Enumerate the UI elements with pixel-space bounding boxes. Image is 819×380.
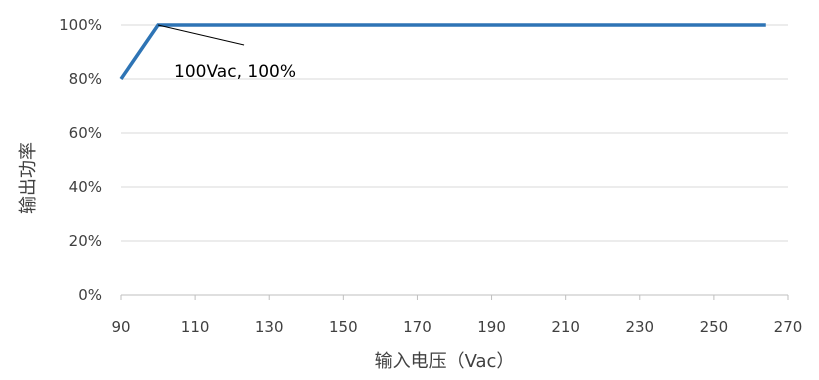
y-tick-label: 100% [59, 16, 102, 34]
annotation-label: 100Vac, 100% [174, 62, 296, 82]
y-tick-label: 40% [69, 178, 102, 196]
annotation-leader-line [157, 24, 245, 46]
x-axis-title: 输入电压（Vac） [375, 351, 515, 372]
x-tick-label: 170 [403, 318, 432, 336]
x-tick-label: 90 [111, 318, 130, 336]
x-tick-label: 270 [774, 318, 803, 336]
x-tick-label: 130 [255, 318, 284, 336]
gridlines [121, 24, 788, 242]
x-tick-label: 150 [329, 318, 358, 336]
x-tick-label: 110 [181, 318, 210, 336]
x-tick-label: 230 [625, 318, 654, 336]
y-tick-label: 20% [69, 232, 102, 250]
annotations: 100Vac, 100% [157, 24, 296, 82]
x-tick-labels: 90 110 130 150 170 190 210 230 250 270 [111, 295, 802, 336]
x-tick-label: 210 [551, 318, 580, 336]
y-tick-label: 60% [69, 124, 102, 142]
y-axis-title: 输出功率 [18, 142, 39, 214]
y-tick-labels: 0% 20% 40% 60% 80% 100% [59, 16, 102, 304]
x-tick-label: 190 [477, 318, 506, 336]
x-tick-label: 250 [700, 318, 729, 336]
y-tick-label: 80% [69, 70, 102, 88]
y-tick-label: 0% [78, 286, 102, 304]
